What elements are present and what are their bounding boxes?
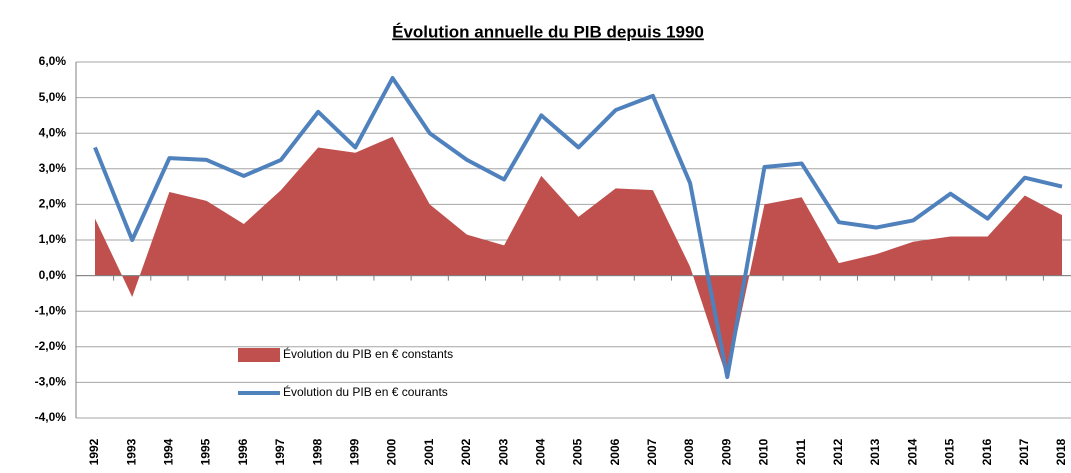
x-tick-label: 1994: [162, 438, 176, 465]
x-tick-label: 2017: [1017, 438, 1031, 465]
x-tick-label: 2015: [943, 438, 957, 465]
x-tick-label: 2002: [459, 438, 473, 465]
x-tick-label: 2005: [571, 438, 585, 465]
x-tick-label: 1996: [236, 438, 250, 465]
x-tick-label: 2001: [422, 438, 436, 465]
x-tick-label: 2004: [533, 438, 547, 465]
y-tick-label: 3,0%: [39, 161, 67, 175]
y-tick-label: 5,0%: [39, 90, 67, 104]
area: [95, 136, 1062, 379]
x-tick-label: 1998: [310, 438, 324, 465]
x-tick-label: 2016: [980, 438, 994, 465]
y-tick-label: -1,0%: [35, 303, 67, 317]
x-tick-label: 2009: [719, 438, 733, 465]
x-tick-label: 2018: [1054, 438, 1068, 465]
x-tick-label: 2008: [682, 438, 696, 465]
x-tick-label: 2000: [385, 438, 399, 465]
x-tick-label: 2006: [608, 438, 622, 465]
y-tick-label: 6,0%: [39, 54, 67, 68]
x-tick-label: 2013: [868, 438, 882, 465]
x-tick-label: 1993: [124, 438, 138, 465]
legend-label: Évolution du PIB en € constants: [283, 346, 453, 361]
y-tick-label: 1,0%: [39, 232, 67, 246]
y-tick-label: -4,0%: [35, 410, 67, 424]
y-tick-label: 2,0%: [39, 197, 67, 211]
x-tick-label: 2003: [496, 438, 510, 465]
x-tick-label: 2011: [794, 439, 808, 465]
x-tick-label: 1999: [348, 438, 362, 465]
y-tick-label: 4,0%: [39, 125, 67, 139]
line: [93, 76, 1063, 380]
x-tick-label: 1995: [199, 438, 213, 465]
chart-title: Évolution annuelle du PIB depuis 1990: [392, 22, 704, 41]
y-tick-label: 0,0%: [39, 268, 67, 282]
legend-swatch: [238, 348, 280, 362]
y-tick-label: -2,0%: [35, 339, 67, 353]
x-tick-label: 1992: [87, 438, 101, 465]
x-tick-label: 2010: [757, 438, 771, 465]
x-tick-label: 2007: [645, 438, 659, 465]
legend-label: Évolution du PIB en € courants: [283, 384, 448, 399]
x-tick-label: 1997: [273, 438, 287, 465]
y-tick-label: -3,0%: [35, 375, 67, 389]
x-tick-label: 2014: [905, 438, 919, 465]
x-tick-label: 2012: [831, 438, 845, 465]
